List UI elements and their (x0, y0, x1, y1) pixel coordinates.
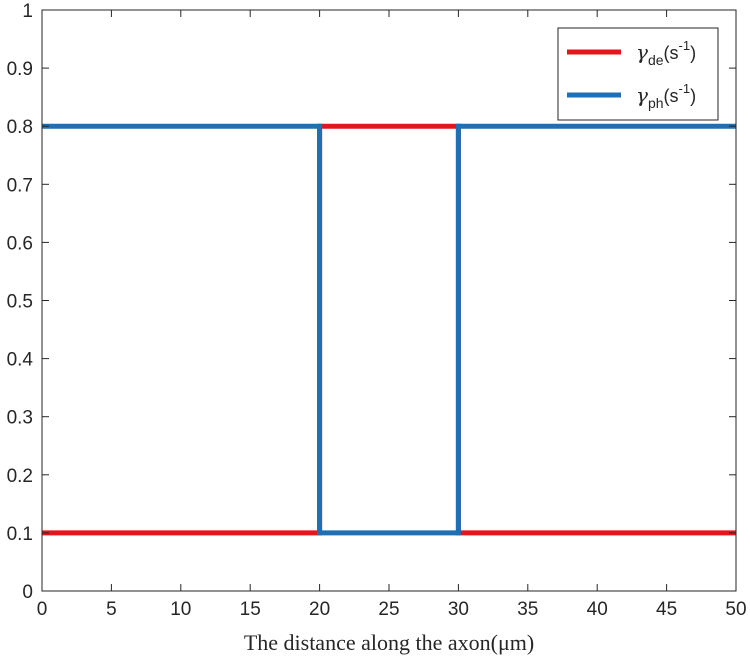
x-axis-label: The distance along the axon(μm) (244, 630, 534, 655)
series-line-gamma-ph (42, 123, 736, 536)
y-tick-label: 0.1 (7, 524, 33, 545)
y-tick-label: 0.7 (7, 175, 33, 196)
x-tick-label: 5 (106, 599, 117, 620)
ticks-layer (41, 9, 737, 592)
x-tick-label: 0 (37, 599, 48, 620)
x-tick-label: 50 (725, 599, 746, 620)
series-layer (42, 123, 736, 536)
x-tick-label: 35 (517, 599, 538, 620)
x-tick-label: 25 (378, 599, 399, 620)
y-tick-label: 0.6 (7, 233, 33, 254)
legend-entry-label: γde(s-1) (636, 38, 696, 68)
y-tick-label: 0.3 (7, 408, 33, 429)
x-tick-label: 15 (240, 599, 261, 620)
series-line-gamma-de (42, 123, 736, 536)
y-tick-label: 0 (22, 582, 33, 603)
legend: γde(s-1) γph(s-1) (557, 27, 719, 121)
x-tick-label: 45 (656, 599, 677, 620)
y-tick-label: 1 (22, 1, 33, 22)
y-tick-label: 0.4 (7, 350, 34, 371)
y-tick-label: 0.9 (7, 59, 33, 80)
y-tick-label: 0.2 (7, 466, 33, 487)
x-tick-label: 10 (170, 599, 191, 620)
tick-labels-layer: 0 5 10 15 20 25 30 35 40 45 50 0 0.1 0.2 0.3 0.4 0.5 0.6 0… (7, 1, 747, 620)
x-tick-label: 30 (448, 599, 469, 620)
legend-box (557, 27, 719, 121)
legend-entry-label: γph(s-1) (636, 81, 696, 111)
x-tick-label: 40 (587, 599, 608, 620)
y-tick-label: 0.8 (7, 117, 33, 138)
y-tick-label: 0.5 (7, 292, 33, 313)
x-tick-label: 20 (309, 599, 330, 620)
